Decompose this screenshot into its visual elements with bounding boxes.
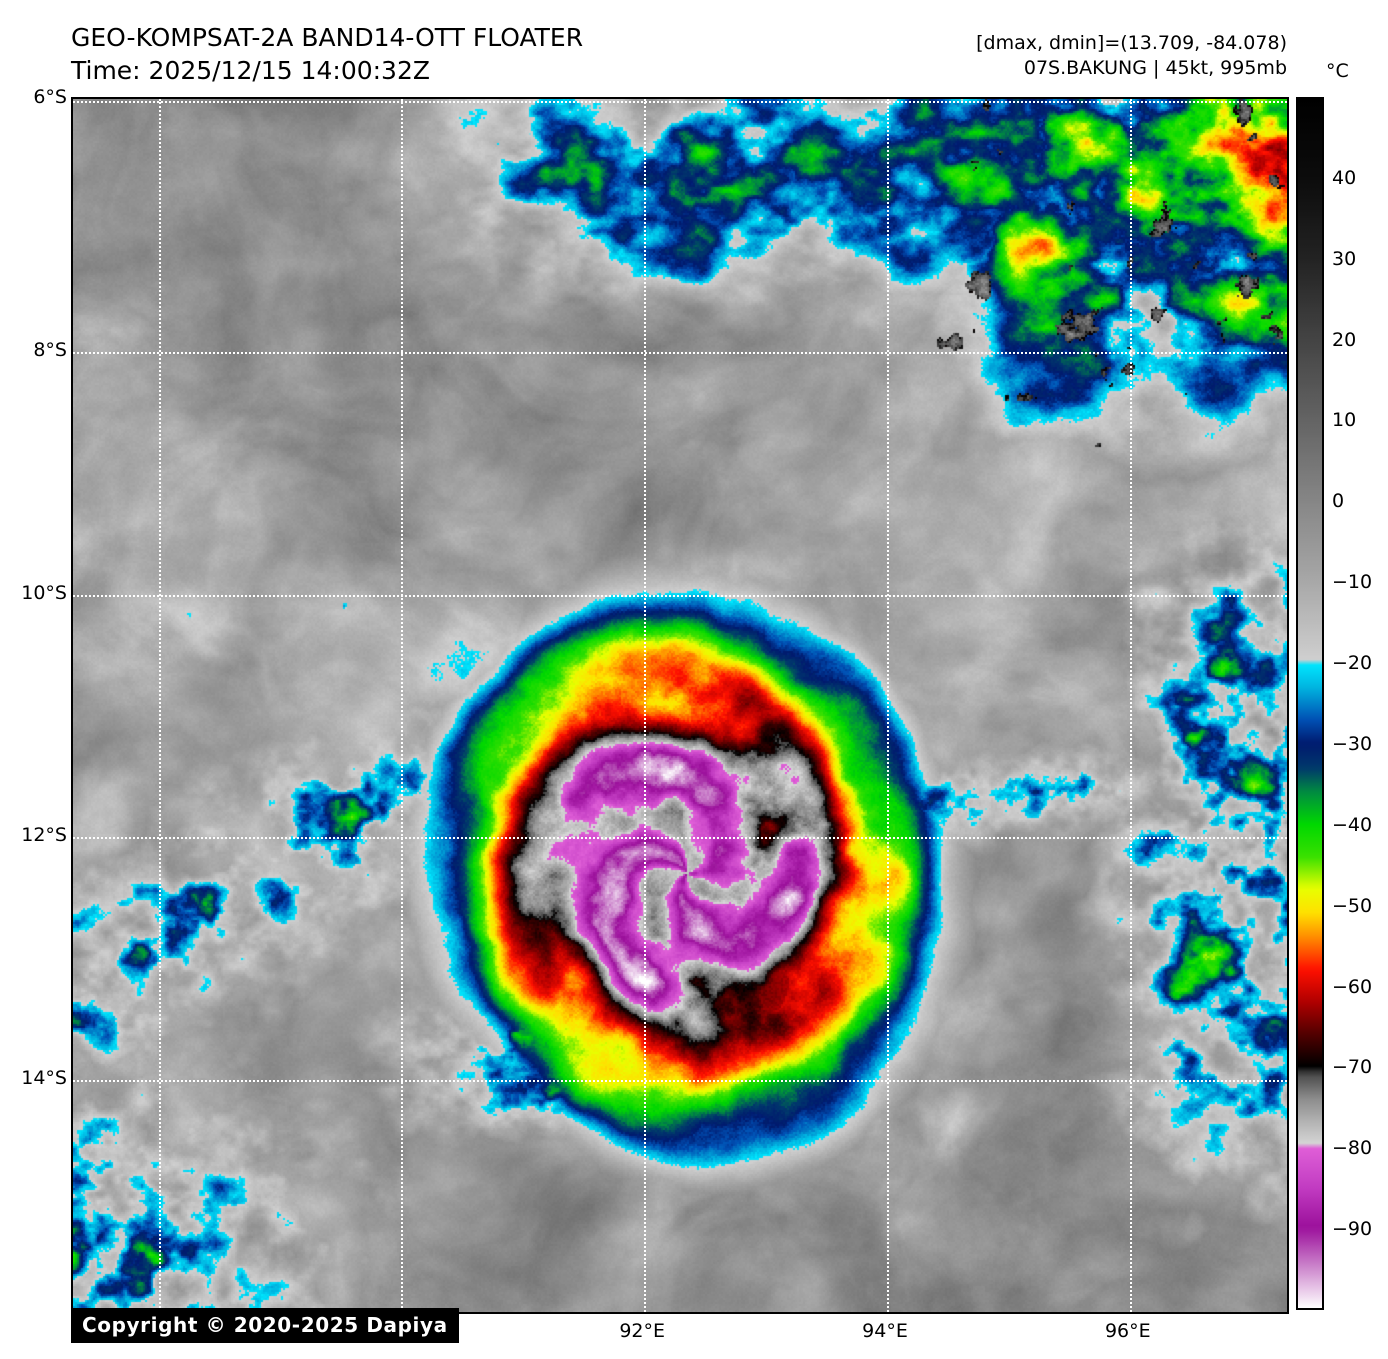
colorbar-tick-minus50: −50	[1332, 894, 1373, 917]
colorbar-unit-label: °C	[1326, 60, 1349, 82]
colorbar[interactable]: 40 30 20 10 0 −10 −20 −30 −40 −50 −60 −70 −80 −90	[1296, 97, 1372, 1310]
colorbar-tick-10: 10	[1332, 409, 1357, 432]
colorbar-tick-minus70: −70	[1332, 1056, 1373, 1079]
infrared-satellite-imagery	[73, 99, 1287, 1312]
lat-tick-label-2: 10°S	[21, 581, 67, 604]
lat-tick-label-4: 14°S	[21, 1066, 67, 1089]
metadata-block: [dmax, dmin]=(13.709, -84.078) 07S.BAKUN…	[976, 31, 1287, 80]
lat-tick-label-3: 12°S	[21, 824, 67, 847]
colorbar-tick-minus10: −10	[1332, 571, 1373, 594]
colorbar-tick-minus80: −80	[1332, 1137, 1373, 1160]
colorbar-tick-40: 40	[1332, 166, 1357, 189]
page-title: GEO-KOMPSAT-2A BAND14-OTT FLOATER	[71, 23, 584, 52]
colorbar-tick-minus40: −40	[1332, 813, 1373, 836]
timestamp-line: Time: 2025/12/15 14:00:32Z	[71, 55, 430, 85]
dmax-dmin-readout: [dmax, dmin]=(13.709, -84.078)	[976, 32, 1287, 54]
colorbar-tick-minus30: −30	[1332, 732, 1373, 755]
storm-info-readout: 07S.BAKUNG | 45kt, 995mb	[1023, 56, 1287, 79]
colorbar-tick-minus60: −60	[1332, 975, 1373, 998]
lon-tick-label-2: 92°E	[619, 1320, 666, 1342]
lon-tick-label-3: 94°E	[862, 1320, 908, 1342]
title-block: GEO-KOMPSAT-2A BAND14-OTT FLOATER Time: …	[71, 22, 583, 87]
satellite-image-panel[interactable]	[71, 97, 1289, 1314]
colorbar-tick-30: 30	[1332, 247, 1357, 270]
colorbar-tick-minus20: −20	[1332, 652, 1373, 675]
lon-tick-label-4: 96°E	[1104, 1320, 1151, 1342]
colorbar-gradient	[1296, 97, 1324, 1310]
colorbar-tick-20: 20	[1332, 328, 1357, 351]
lat-tick-label-0: 6°S	[33, 86, 67, 108]
colorbar-tick-0: 0	[1332, 490, 1345, 513]
copyright-watermark: Copyright © 2020-2025 Dapiya	[71, 1308, 459, 1343]
colorbar-tick-minus90: −90	[1332, 1218, 1373, 1241]
lat-tick-label-1: 8°S	[33, 338, 67, 361]
